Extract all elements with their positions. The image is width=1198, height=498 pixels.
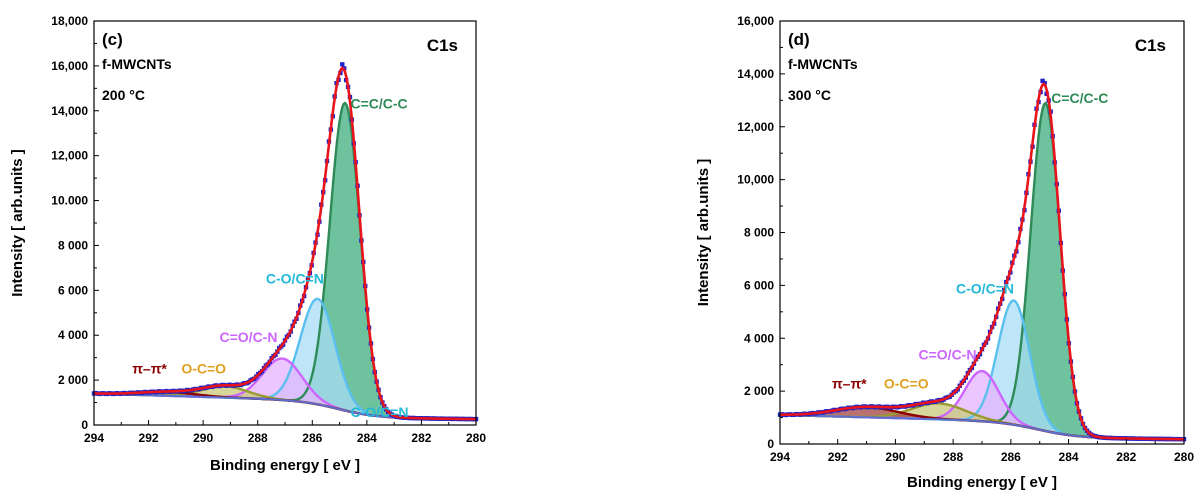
- y-tick-label: 16,000: [737, 14, 774, 28]
- x-tick-label: 292: [139, 431, 159, 445]
- component-label: π–π*: [832, 375, 867, 391]
- y-tick-label: 10,000: [737, 173, 774, 187]
- y-tick-label: 8 000: [58, 238, 88, 252]
- x-tick-label: 288: [248, 431, 268, 445]
- chart-panel-c: 294 292 290 288 286 284 282 280 0 2 000 4 000 6 000…: [9, 14, 486, 474]
- y-tick-label: 2 000: [744, 384, 774, 398]
- y-tick-label: 4 000: [58, 328, 88, 342]
- spectrum-label: C1s: [427, 36, 458, 55]
- y-tick-label: 12,000: [51, 149, 88, 163]
- x-axis-label: Binding energy [ eV ]: [907, 474, 1057, 491]
- y-tick-label: 6 000: [744, 278, 774, 292]
- sample-label: f-MWCNTs: [788, 56, 858, 72]
- y-tick-label: 0: [767, 437, 774, 451]
- component-label: C-O/C=N: [956, 280, 1014, 296]
- x-tick-label: 288: [943, 450, 963, 464]
- fit-envelope-line: [93, 66, 477, 421]
- y-tick-label: 14,000: [737, 67, 774, 81]
- component-label: C=C/C-C: [1051, 90, 1108, 106]
- x-tick-label: 292: [828, 450, 848, 464]
- y-tick-label: 10.000: [51, 194, 88, 208]
- chart-panel-d: 294 292 290 288 286 284 282 280 0 2 000 4 000 6 000…: [695, 14, 1194, 491]
- x-axis-label: Binding energy [ eV ]: [210, 457, 360, 474]
- x-tick-label: 284: [357, 431, 377, 445]
- temperature-label: 300 °C: [788, 87, 831, 103]
- panel-label: (d): [788, 30, 810, 49]
- peak-fill-cocn: [94, 358, 476, 420]
- panel-label: (c): [102, 30, 123, 49]
- x-tick-label: 282: [1116, 450, 1136, 464]
- component-label: π–π*: [132, 360, 167, 376]
- component-label: O-C=O: [884, 375, 929, 391]
- y-tick-label: 6 000: [58, 283, 88, 297]
- y-tick-label: 4 000: [744, 331, 774, 345]
- y-tick-label: 2 000: [58, 373, 88, 387]
- x-tick-label: 290: [885, 450, 905, 464]
- x-tick-label: 286: [1001, 450, 1021, 464]
- x-tick-label: 282: [411, 431, 431, 445]
- x-tick-label: 280: [466, 431, 486, 445]
- temperature-label: 200 °C: [102, 87, 145, 103]
- y-axis-label: Intensity [ arb.units ]: [9, 149, 26, 297]
- component-label: C-O/C=N: [350, 404, 408, 420]
- component-label: C=C/C-C: [350, 96, 407, 112]
- x-tick-label: 284: [1059, 450, 1079, 464]
- x-tick-label: 294: [770, 450, 790, 464]
- fit-envelope-line: [780, 82, 1185, 441]
- x-tick-label: 294: [84, 431, 104, 445]
- y-tick-label: 8 000: [744, 226, 774, 240]
- y-tick-label: 14,000: [51, 104, 88, 118]
- y-tick-label: 18,000: [51, 14, 88, 28]
- x-tick-label: 280: [1174, 450, 1194, 464]
- data-point: [340, 62, 345, 67]
- spectrum-label: C1s: [1135, 36, 1166, 55]
- component-label: O-C=O: [181, 360, 226, 376]
- y-axis-label: Intensity [ arb.units ]: [695, 159, 712, 307]
- y-tick-label: 12,000: [737, 120, 774, 134]
- x-tick-label: 290: [193, 431, 213, 445]
- sample-label: f-MWCNTs: [102, 56, 172, 72]
- component-label: C=O/C-N: [919, 346, 977, 362]
- y-tick-label: 0: [81, 418, 88, 432]
- component-label: C=O/C-N: [220, 329, 278, 345]
- y-tick-label: 16,000: [51, 59, 88, 73]
- component-label: C-O/C=N: [266, 271, 324, 287]
- x-tick-label: 286: [302, 431, 322, 445]
